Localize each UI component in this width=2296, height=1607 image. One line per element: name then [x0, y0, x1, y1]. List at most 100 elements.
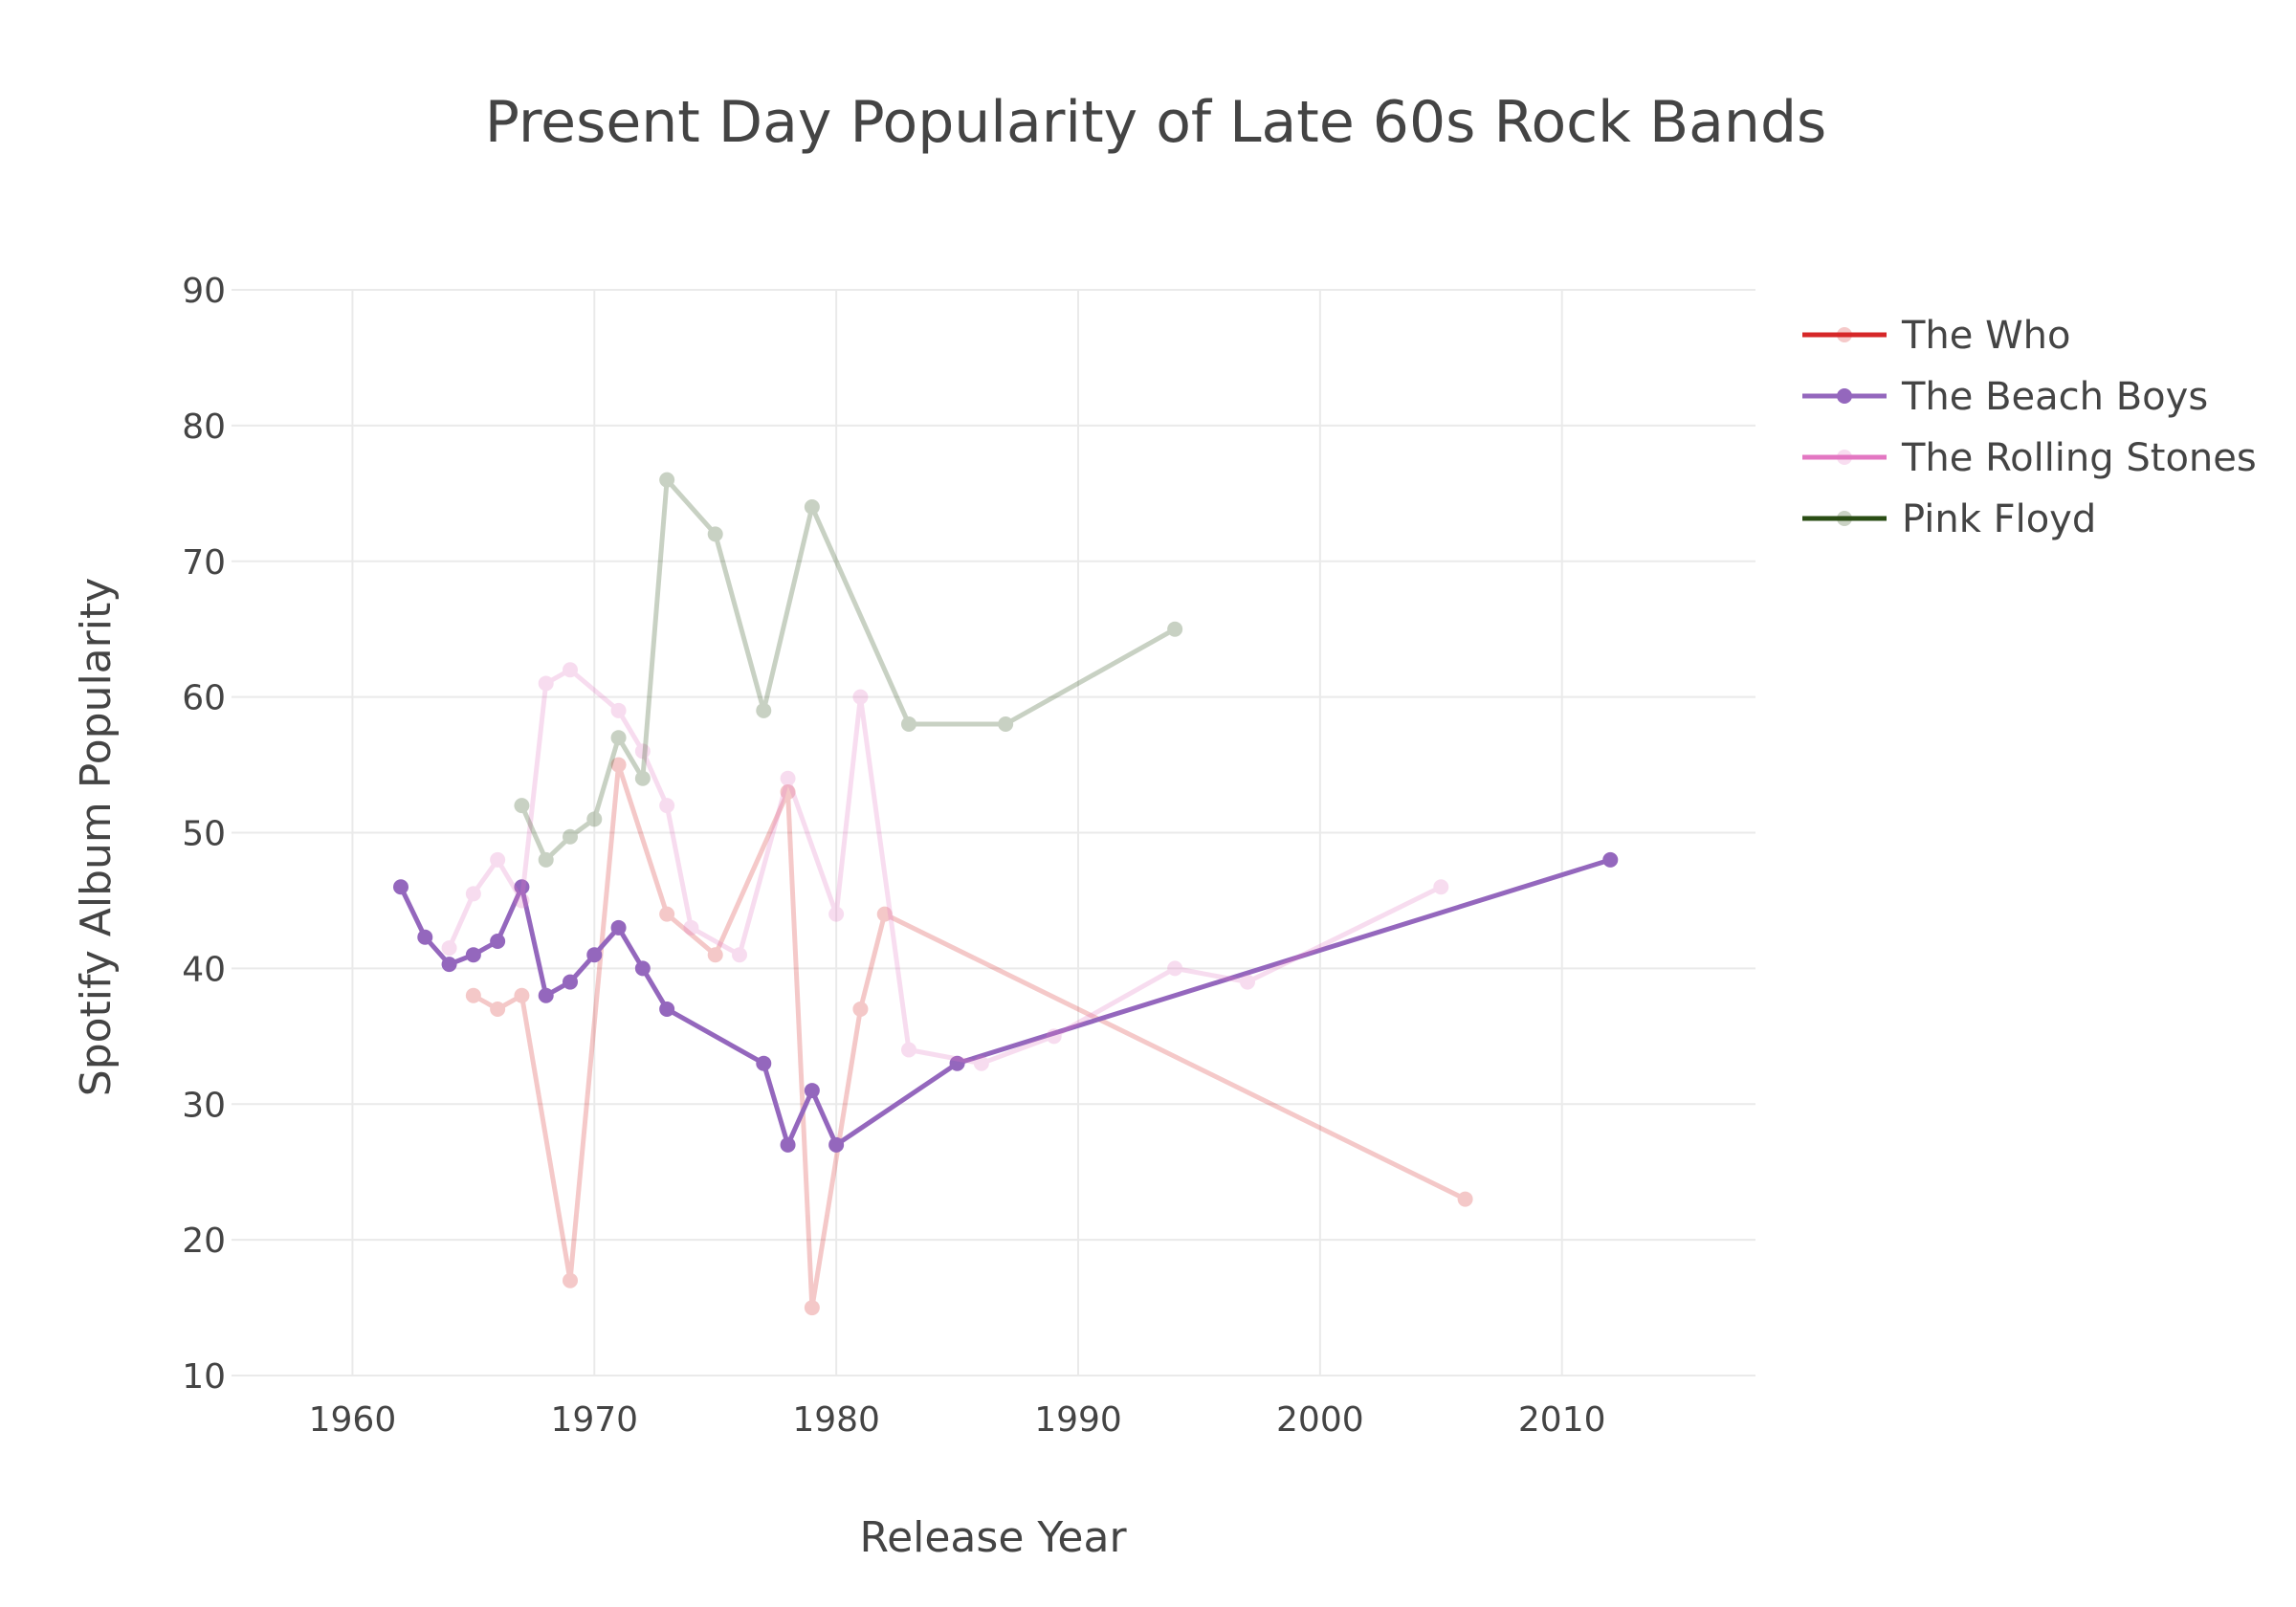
data-point-the-beach-boys [490, 934, 506, 949]
data-point-pink-floyd [586, 811, 603, 827]
data-point-the-who [465, 987, 481, 1003]
data-point-the-who [490, 1001, 506, 1017]
y-tick-label: 20 [182, 1222, 226, 1261]
data-point-the-beach-boys [393, 879, 408, 895]
series-line-the-who [472, 762, 1467, 1310]
legend-label: The Rolling Stones [1901, 436, 2257, 480]
x-tick-label: 1980 [792, 1400, 880, 1440]
x-tick-label: 2000 [1276, 1400, 1364, 1440]
data-point-the-who [852, 1001, 869, 1017]
chart-title: Present Day Popularity of Late 60s Rock … [485, 89, 1827, 156]
data-point-pink-floyd [998, 716, 1014, 732]
data-point-the-beach-boys [610, 919, 627, 936]
data-point-pink-floyd [610, 730, 627, 746]
data-point-the-beach-boys [756, 1055, 772, 1071]
series-the-who [465, 757, 1473, 1316]
data-point-pink-floyd [659, 472, 675, 488]
data-point-the-rolling-stones [610, 702, 627, 718]
y-tick-label: 90 [182, 272, 226, 311]
data-point-the-rolling-stones [1240, 974, 1255, 990]
series-line-pink-floyd [519, 477, 1177, 863]
data-point-pink-floyd [707, 526, 723, 542]
y-tick-label: 30 [182, 1086, 226, 1125]
series-pink-floyd [514, 472, 1183, 868]
series-the-beach-boys [393, 851, 1619, 1153]
data-point-the-rolling-stones [828, 906, 845, 922]
data-point-the-who [514, 987, 530, 1003]
data-point-the-rolling-stones [1433, 879, 1449, 895]
data-point-the-who [876, 906, 893, 922]
data-point-the-beach-boys [563, 974, 578, 990]
data-point-the-rolling-stones [973, 1055, 989, 1071]
data-point-the-rolling-stones [852, 689, 869, 705]
data-point-the-beach-boys [949, 1055, 965, 1071]
data-point-pink-floyd [563, 828, 578, 845]
data-point-the-rolling-stones [441, 940, 457, 957]
data-point-the-rolling-stones [1167, 960, 1183, 977]
data-point-the-who [1457, 1191, 1473, 1207]
data-point-pink-floyd [1167, 621, 1183, 637]
data-point-the-beach-boys [804, 1083, 820, 1099]
x-axis-title: Release Year [859, 1513, 1127, 1562]
data-point-the-rolling-stones [538, 675, 554, 692]
legend-label: The Who [1901, 314, 2070, 358]
data-point-pink-floyd [901, 716, 916, 732]
data-point-the-who [780, 783, 796, 800]
data-point-the-rolling-stones [563, 662, 578, 678]
data-point-the-rolling-stones [490, 851, 506, 868]
data-point-the-beach-boys [417, 929, 433, 945]
x-tick-label: 2010 [1518, 1400, 1606, 1440]
data-point-the-rolling-stones [732, 947, 747, 963]
x-tick-label: 1990 [1034, 1400, 1122, 1440]
data-point-the-rolling-stones [514, 892, 530, 909]
data-point-the-beach-boys [441, 957, 457, 973]
data-point-the-rolling-stones [465, 886, 481, 902]
data-point-the-rolling-stones [634, 743, 651, 759]
y-tick-label: 50 [182, 815, 226, 854]
series-line-the-beach-boys [398, 857, 1612, 1148]
data-point-the-rolling-stones [780, 770, 796, 786]
data-point-the-beach-boys [538, 987, 554, 1003]
data-point-the-beach-boys [586, 947, 603, 963]
data-point-the-beach-boys [465, 947, 481, 963]
data-point-the-beach-boys [634, 960, 651, 977]
data-point-the-rolling-stones [683, 919, 699, 936]
legend-swatch-marker [1837, 450, 1852, 465]
data-point-pink-floyd [634, 770, 651, 786]
x-tick-label: 1960 [309, 1400, 397, 1440]
legend-item-the-beach-boys[interactable]: The Beach Boys [1802, 375, 2208, 419]
legend-item-pink-floyd[interactable]: Pink Floyd [1802, 497, 2096, 541]
data-point-the-who [563, 1272, 578, 1288]
data-point-the-rolling-stones [659, 798, 675, 814]
data-point-the-who [659, 906, 675, 922]
y-tick-label: 70 [182, 543, 226, 583]
data-point-the-beach-boys [1602, 851, 1619, 868]
data-point-the-beach-boys [659, 1001, 675, 1017]
y-axis-title: Spotify Album Popularity [72, 578, 121, 1096]
data-point-the-who [804, 1300, 820, 1316]
data-point-the-rolling-stones [901, 1042, 916, 1058]
data-point-the-who [610, 757, 627, 773]
legend-item-the-rolling-stones[interactable]: The Rolling Stones [1802, 436, 2257, 480]
legend-swatch-marker [1837, 388, 1852, 404]
data-point-pink-floyd [756, 702, 772, 718]
y-tick-label: 80 [182, 407, 226, 447]
legend-label: Pink Floyd [1902, 497, 2096, 541]
tick-labels: 10 20 30 40 50 60 70 80 90 1960 1970 1980 1990 2000 20… [182, 272, 1605, 1440]
data-point-the-who [707, 947, 723, 963]
data-point-pink-floyd [514, 798, 530, 814]
legend[interactable]: The Who The Beach Boys The Rolling Stones P… [1802, 314, 2257, 541]
legend-swatch-marker [1837, 511, 1852, 526]
y-tick-label: 10 [182, 1357, 226, 1397]
data-point-the-beach-boys [514, 879, 530, 895]
data-point-the-beach-boys [780, 1136, 796, 1153]
data-point-pink-floyd [804, 499, 820, 515]
data-point-the-beach-boys [828, 1136, 845, 1153]
data-point-the-rolling-stones [1046, 1028, 1062, 1045]
series-line-the-rolling-stones [447, 667, 1443, 1067]
legend-item-the-who[interactable]: The Who [1802, 314, 2070, 358]
data-point-pink-floyd [538, 851, 554, 868]
grid [232, 289, 1755, 1376]
legend-swatch-marker [1837, 327, 1852, 342]
